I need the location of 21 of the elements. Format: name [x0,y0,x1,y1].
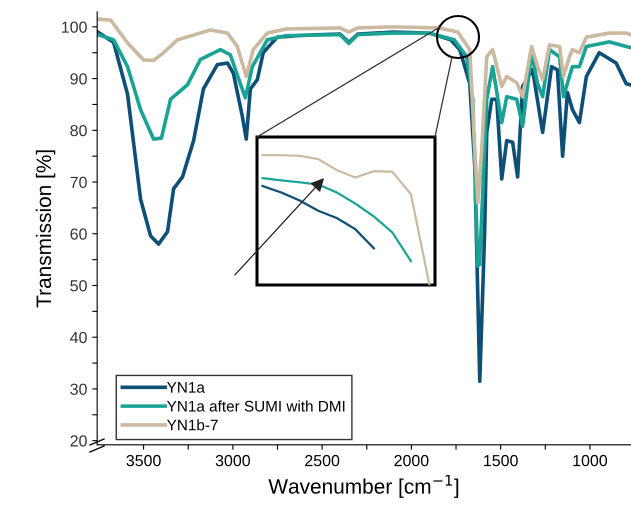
legend-label: YN1a after SUMI with DMI [167,400,344,412]
x-tick-label: 3000 [216,454,250,466]
line-series [97,17,631,205]
x-axis-title: Wavenumber [cm$^{−1}$] [268,474,458,498]
x-tick-label: 1500 [484,454,518,466]
x-tick-label: 2000 [394,454,429,466]
y-axis-title: Transmission [%] [36,150,56,308]
legend-label: YN1b-7 [167,419,218,430]
x-tick-label: 3500 [126,454,161,466]
y-tick-label: 70 [70,176,87,188]
y-tick-label: 30 [70,384,87,395]
x-tick-label: 2500 [305,454,340,466]
y-tick-label: 50 [70,280,87,292]
y-tick-label: 40 [70,332,87,344]
y-tick-label: 100 [62,22,87,33]
y-tick-label: 80 [70,124,87,136]
y-tick-label: 90 [70,73,87,85]
legend-label: YN1a [167,382,205,393]
y-tick-label: 20 [70,435,87,447]
x-tick-label: 1000 [573,454,608,466]
y-tick-label: 60 [70,228,87,240]
